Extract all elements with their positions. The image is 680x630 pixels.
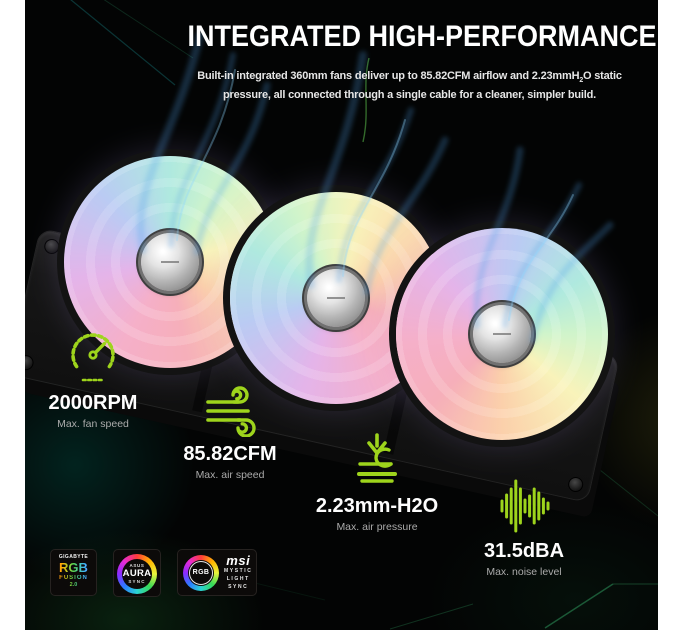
spec-value: 2000RPM — [48, 392, 138, 414]
rgb-rainbow-ring-icon: RGB — [183, 554, 219, 591]
rgb-text: RGB — [189, 560, 213, 585]
sync-text: SYNC — [228, 583, 249, 590]
pressure-icon — [357, 433, 397, 483]
sync-text: SYNC — [128, 578, 146, 584]
aura-sync-text: ASUS AURA SYNC — [114, 550, 160, 596]
rgb-fan — [396, 228, 608, 440]
aura-rainbow-ring-icon — [117, 554, 157, 594]
asus-logo: ASUS — [129, 562, 145, 568]
screw-icon — [42, 237, 61, 256]
spec-label: Max. air speed — [195, 469, 265, 481]
rgb-compatibility-badges: GIGABYTE RGB FUSION 2.0 ASUS AURA SYNC R… — [50, 549, 257, 597]
subtitle: Built-in integrated 360mm fans deliver u… — [157, 68, 658, 104]
rgb-fusion-text: RGB — [51, 561, 96, 575]
spec-air-speed: 85.82CFM Max. air speed — [145, 381, 315, 481]
spec-noise-level: 31.5dBA Max. noise level — [439, 478, 609, 578]
subtitle-text: O static — [583, 70, 622, 82]
spec-value: 85.82CFM — [183, 443, 277, 465]
badge-gigabyte-rgb-fusion: GIGABYTE RGB FUSION 2.0 — [50, 549, 97, 596]
light-text: LIGHT — [226, 576, 250, 583]
spec-label: Max. noise level — [486, 566, 562, 578]
page-title-text: INTEGRATED HIGH-PERFORMANCE FANS — [187, 20, 658, 53]
wind-icon — [206, 386, 256, 437]
subtitle-text: Built-in integrated 360mm fans deliver u… — [197, 70, 580, 82]
fan-hub — [473, 305, 531, 363]
spec-fan-speed: 2000RPM Max. fan speed — [25, 328, 178, 430]
content-canvas: INTEGRATED HIGH-PERFORMANCE FANS Built-i… — [25, 0, 658, 630]
subscript-2: 2 — [579, 77, 584, 85]
spec-value: 2.23mm-H2O — [315, 495, 439, 517]
rgb-ring-label: RGB — [183, 555, 219, 591]
gauge-icon — [71, 333, 115, 382]
header: INTEGRATED HIGH-PERFORMANCE FANS Built-i… — [157, 20, 658, 104]
spec-label: Max. fan speed — [57, 418, 129, 430]
spec-value: 31.5dBA — [483, 540, 565, 562]
msi-logo: msi — [226, 553, 251, 569]
mystic-text: MYSTIC — [224, 568, 253, 575]
spec-label: Max. air pressure — [336, 521, 418, 533]
aura-text: AURA — [122, 567, 152, 579]
page-title: INTEGRATED HIGH-PERFORMANCE FANS — [157, 20, 658, 54]
fusion-text: FUSION — [51, 575, 96, 582]
msi-wordmark-block: msi MYSTIC LIGHT SYNC — [224, 554, 253, 590]
fusion-version-text: 2.0 — [51, 582, 96, 589]
subtitle-text: pressure, all connected through a single… — [223, 89, 596, 102]
gigabyte-logo: GIGABYTE — [58, 554, 89, 560]
fan-hub — [141, 233, 199, 291]
badge-msi-mystic-light-sync: RGB msi MYSTIC LIGHT SYNC — [177, 549, 257, 596]
sound-wave-icon — [500, 479, 550, 533]
spec-air-pressure: 2.23mm-H2O Max. air pressure — [292, 431, 462, 533]
fan-hub — [307, 269, 365, 327]
badge-asus-aura-sync: ASUS AURA SYNC — [113, 549, 161, 597]
